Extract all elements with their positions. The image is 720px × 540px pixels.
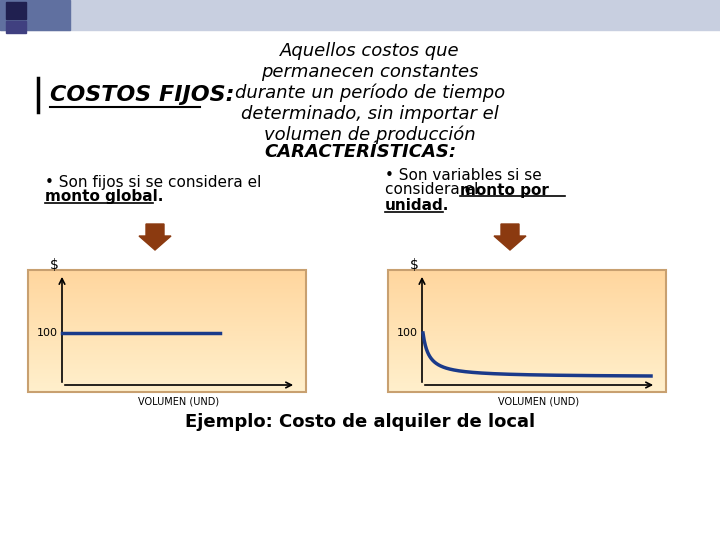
- FancyArrow shape: [494, 224, 526, 250]
- Text: unidad.: unidad.: [385, 199, 449, 213]
- Bar: [6, 2, 26, 19]
- Text: • Son fijos si se considera el: • Son fijos si se considera el: [45, 174, 261, 190]
- Text: CARACTERÍSTICAS:: CARACTERÍSTICAS:: [264, 143, 456, 161]
- Text: $: $: [410, 258, 419, 272]
- Bar: [28, 270, 306, 392]
- FancyArrow shape: [139, 224, 171, 250]
- Text: VOLUMEN (UND): VOLUMEN (UND): [138, 396, 220, 406]
- Bar: [0, 0, 720, 30]
- Text: VOLUMEN (UND): VOLUMEN (UND): [498, 396, 580, 406]
- Text: COSTOS FIJOS:: COSTOS FIJOS:: [50, 85, 235, 105]
- Bar: [6, 21, 26, 33]
- Text: $: $: [50, 258, 59, 272]
- Text: monto por: monto por: [460, 183, 549, 198]
- Text: 100: 100: [37, 328, 58, 338]
- Text: 100: 100: [397, 328, 418, 338]
- Bar: [388, 270, 666, 392]
- Text: considera el: considera el: [385, 183, 478, 198]
- Bar: [0, 0, 70, 30]
- Text: • Son variables si se: • Son variables si se: [385, 167, 541, 183]
- Text: Aquellos costos que
permanecen constantes
durante un período de tiempo
determina: Aquellos costos que permanecen constante…: [235, 42, 505, 144]
- Text: Ejemplo: Costo de alquiler de local: Ejemplo: Costo de alquiler de local: [185, 413, 535, 431]
- Text: monto global.: monto global.: [45, 190, 163, 205]
